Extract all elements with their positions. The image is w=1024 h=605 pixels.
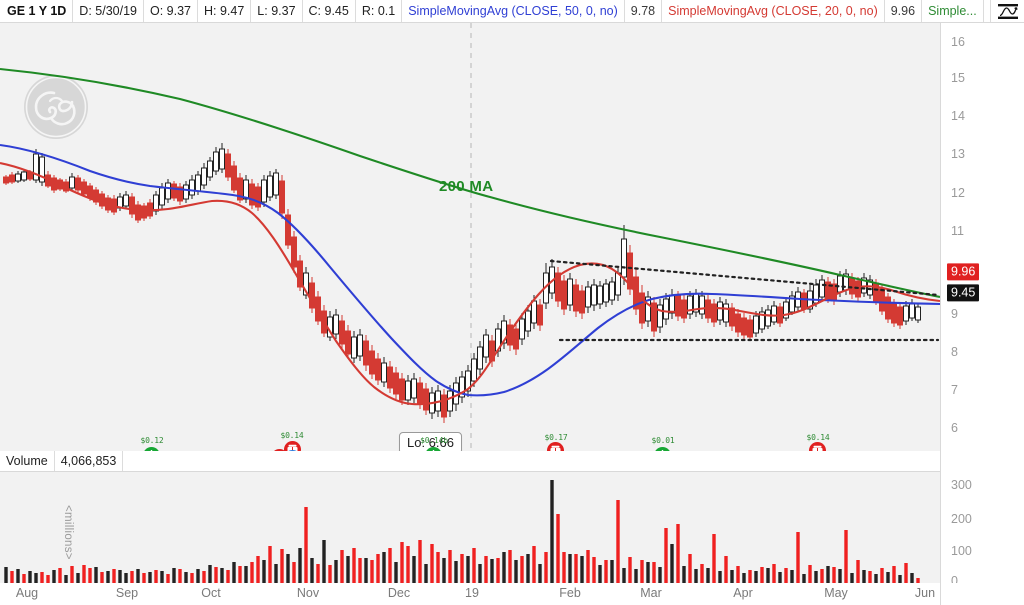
study-sma50-value: 9.78 — [625, 0, 663, 22]
volume-tick: 300 — [951, 477, 972, 492]
field-high: H: 9.47 — [198, 0, 252, 22]
symbol-label[interactable]: GE 1 Y 1D — [0, 0, 74, 22]
header-spacer — [984, 0, 991, 22]
descending-resistance-trendline — [549, 259, 940, 297]
price-tick: 13 — [951, 146, 965, 161]
sma50-line — [0, 143, 940, 397]
time-tick: Aug — [15, 586, 39, 600]
price-series-svg — [0, 23, 940, 451]
event-label: $0.17 — [544, 433, 568, 442]
field-low: L: 9.37 — [251, 0, 303, 22]
last-price-badge: 9.45 — [947, 284, 980, 302]
event-label: $0.14b — [420, 436, 448, 445]
event-marker-group[interactable]: $0.01 S — [648, 436, 678, 451]
time-tick: Apr — [733, 586, 753, 600]
field-close: C: 9.45 — [303, 0, 356, 22]
study-sma20-label[interactable]: SimpleMovingAvg (CLOSE, 20, 0, no) — [662, 0, 885, 22]
quote-header-bar: GE 1 Y 1D D: 5/30/19 O: 9.37 H: 9.47 L: … — [0, 0, 1024, 23]
earnings-icon[interactable] — [547, 442, 564, 451]
field-range: R: 0.1 — [356, 0, 403, 22]
time-tick: 19 — [465, 586, 479, 600]
price-tick: 11 — [951, 223, 964, 238]
price-tick: 14 — [951, 108, 965, 123]
price-tick: 7 — [951, 382, 958, 397]
earnings-icon[interactable] — [809, 442, 826, 451]
price-tick: 6 — [951, 420, 958, 435]
study-sma50-label[interactable]: SimpleMovingAvg (CLOSE, 50, 0, no) — [402, 0, 625, 22]
time-tick: Nov — [296, 586, 320, 600]
price-tick: 16 — [951, 34, 965, 49]
event-label: $0.01 — [651, 436, 675, 445]
volume-tick: 100 — [951, 543, 972, 558]
study-sma20-value: 9.96 — [885, 0, 923, 22]
event-marker-group[interactable]: $0.17 D — [541, 433, 571, 451]
time-tick: Feb — [559, 586, 581, 600]
field-open: O: 9.37 — [144, 0, 198, 22]
volume-bar-series — [4, 480, 920, 583]
time-tick: Sep — [115, 586, 139, 600]
dividend-icon[interactable]: S — [143, 447, 160, 451]
price-tick: 15 — [951, 70, 965, 85]
sma20-line — [0, 161, 940, 406]
event-label: $0.14 — [806, 433, 830, 442]
volume-header-bar: Volume 4,066,853 — [0, 451, 940, 472]
axis-corner-box — [940, 583, 1024, 605]
event-marker-group[interactable]: $0.14b S — [419, 436, 449, 451]
volume-axis[interactable]: 300 200 100 0 — [940, 451, 1024, 583]
study-sma200-label[interactable]: Simple... — [922, 0, 984, 22]
event-label: $0.14 — [280, 431, 304, 440]
volume-label[interactable]: Volume — [0, 451, 55, 471]
time-tick: Jun — [914, 586, 936, 600]
line-chart-icon[interactable] — [991, 0, 1024, 22]
time-tick: Mar — [640, 586, 662, 600]
price-tick: 9 — [951, 306, 958, 321]
news-icon[interactable] — [271, 449, 288, 451]
ma200-annotation: 200 MA — [439, 178, 494, 195]
volume-tick: 0 — [951, 573, 958, 583]
volume-header-spacer — [123, 451, 940, 471]
field-date: D: 5/30/19 — [73, 0, 144, 22]
event-marker-group[interactable]: $0.12 S — [137, 436, 167, 451]
split-icon[interactable]: D — [284, 450, 301, 451]
event-label: $0.12 — [140, 436, 164, 445]
price-tick: 8 — [951, 344, 958, 359]
volume-chart-panel[interactable] — [0, 472, 940, 583]
sma200-line — [0, 67, 940, 299]
time-axis[interactable]: Aug Sep Oct Nov Dec 19 Feb Mar Apr May J… — [0, 583, 940, 605]
event-marker-group[interactable]: $0.14 D — [268, 431, 308, 451]
price-tick: 12 — [951, 185, 965, 200]
low-callout: Lo: 6.66 — [399, 432, 462, 451]
dividend-icon[interactable]: S — [654, 447, 671, 451]
sma20-price-badge: 9.96 — [947, 263, 980, 281]
volume-units-label: <millions> — [62, 505, 74, 560]
volume-bars-svg — [4, 480, 920, 583]
volume-tick: 200 — [951, 511, 972, 526]
price-axis[interactable]: 16 15 14 13 12 11 9.96 9.45 9 8 7 6 — [940, 23, 1024, 451]
dividend-icon[interactable]: S — [425, 447, 442, 451]
time-tick: May — [824, 586, 848, 600]
volume-value: 4,066,853 — [55, 451, 124, 471]
time-tick: Dec — [387, 586, 411, 600]
price-chart-panel[interactable]: 200 MA Lo: 6.66 $0.12 S $0.14 D $0.14b S… — [0, 23, 940, 451]
event-marker-group[interactable]: $0.14 D — [803, 433, 833, 451]
time-tick: Oct — [201, 586, 221, 600]
